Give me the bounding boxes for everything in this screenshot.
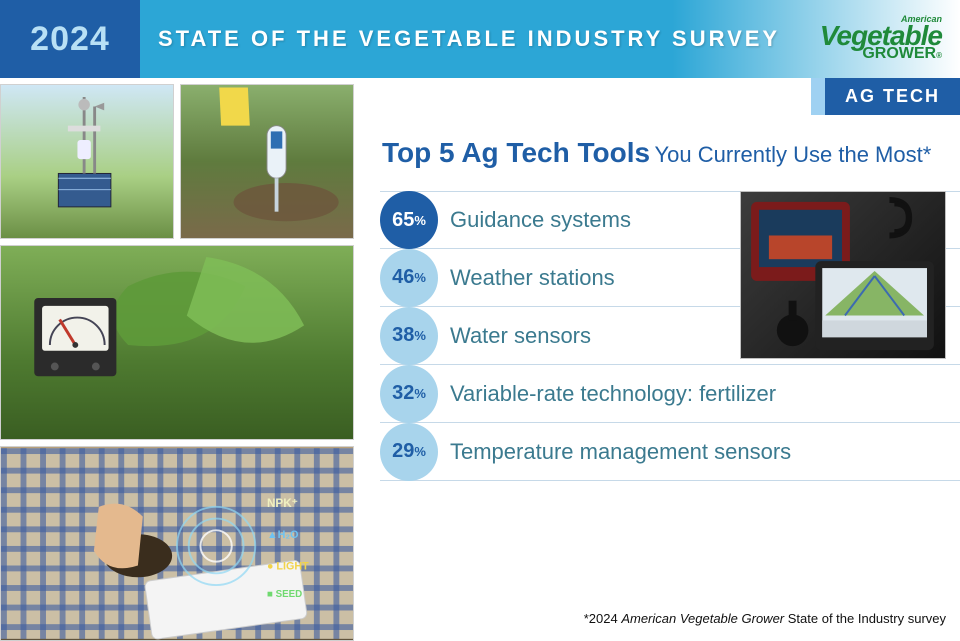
photo-collage: NPK⁺ ▲H₂O ● LIGHT ■ SEED xyxy=(0,78,360,640)
photo-plant-gauge xyxy=(0,245,354,440)
chart-row-label: Water sensors xyxy=(450,323,591,349)
percent-bubble: 65% xyxy=(380,191,438,249)
year-box: 2024 xyxy=(0,0,140,78)
photo-weather-station xyxy=(0,84,174,239)
photo-farmer-tablet: NPK⁺ ▲H₂O ● LIGHT ■ SEED xyxy=(0,446,354,641)
percent-bubble: 46% xyxy=(380,249,438,307)
percent-bubble: 38% xyxy=(380,307,438,365)
body-wrap: NPK⁺ ▲H₂O ● LIGHT ■ SEED AG TECH Top 5 A… xyxy=(0,78,960,640)
publication-logo: American Vegetable GROWER® xyxy=(820,16,942,61)
svg-text:NPK⁺: NPK⁺ xyxy=(267,497,298,510)
footnote-suffix: State of the Industry survey xyxy=(784,611,946,626)
chart-row-label: Guidance systems xyxy=(450,207,631,233)
inset-photo-tractor-screens xyxy=(740,191,946,359)
svg-text:▲H₂O: ▲H₂O xyxy=(267,529,299,541)
footnote: *2024 American Vegetable Grower State of… xyxy=(584,611,946,626)
percent-bubble: 29% xyxy=(380,423,438,481)
chart-row-label: Weather stations xyxy=(450,265,615,291)
footnote-prefix: *2024 xyxy=(584,611,622,626)
footnote-ital: American Vegetable Grower xyxy=(621,611,784,626)
chart-row-label: Temperature management sensors xyxy=(450,439,791,465)
chart: 65% Guidance systems 46% Weather stations 38… xyxy=(380,191,960,481)
title-strong: Top 5 Ag Tech Tools xyxy=(382,137,650,168)
main-panel: AG TECH Top 5 Ag Tech Tools You Currentl… xyxy=(360,78,960,640)
svg-text:● LIGHT: ● LIGHT xyxy=(267,560,309,572)
header-band: 2024 STATE OF THE VEGETABLE INDUSTRY SUR… xyxy=(0,0,960,78)
chart-row: 32% Variable-rate technology: fertilizer xyxy=(380,365,960,423)
svg-text:■ SEED: ■ SEED xyxy=(267,589,302,600)
title-light: You Currently Use the Most* xyxy=(655,142,932,167)
photo-soil-probe xyxy=(180,84,354,239)
year-text: 2024 xyxy=(30,20,110,59)
chart-title: Top 5 Ag Tech Tools You Currently Use th… xyxy=(382,137,960,169)
section-tag-wrap: AG TECH xyxy=(370,78,960,115)
section-tag: AG TECH xyxy=(811,78,960,115)
chart-row: 29% Temperature management sensors xyxy=(380,423,960,481)
chart-row-label: Variable-rate technology: fertilizer xyxy=(450,381,776,407)
percent-bubble: 32% xyxy=(380,365,438,423)
